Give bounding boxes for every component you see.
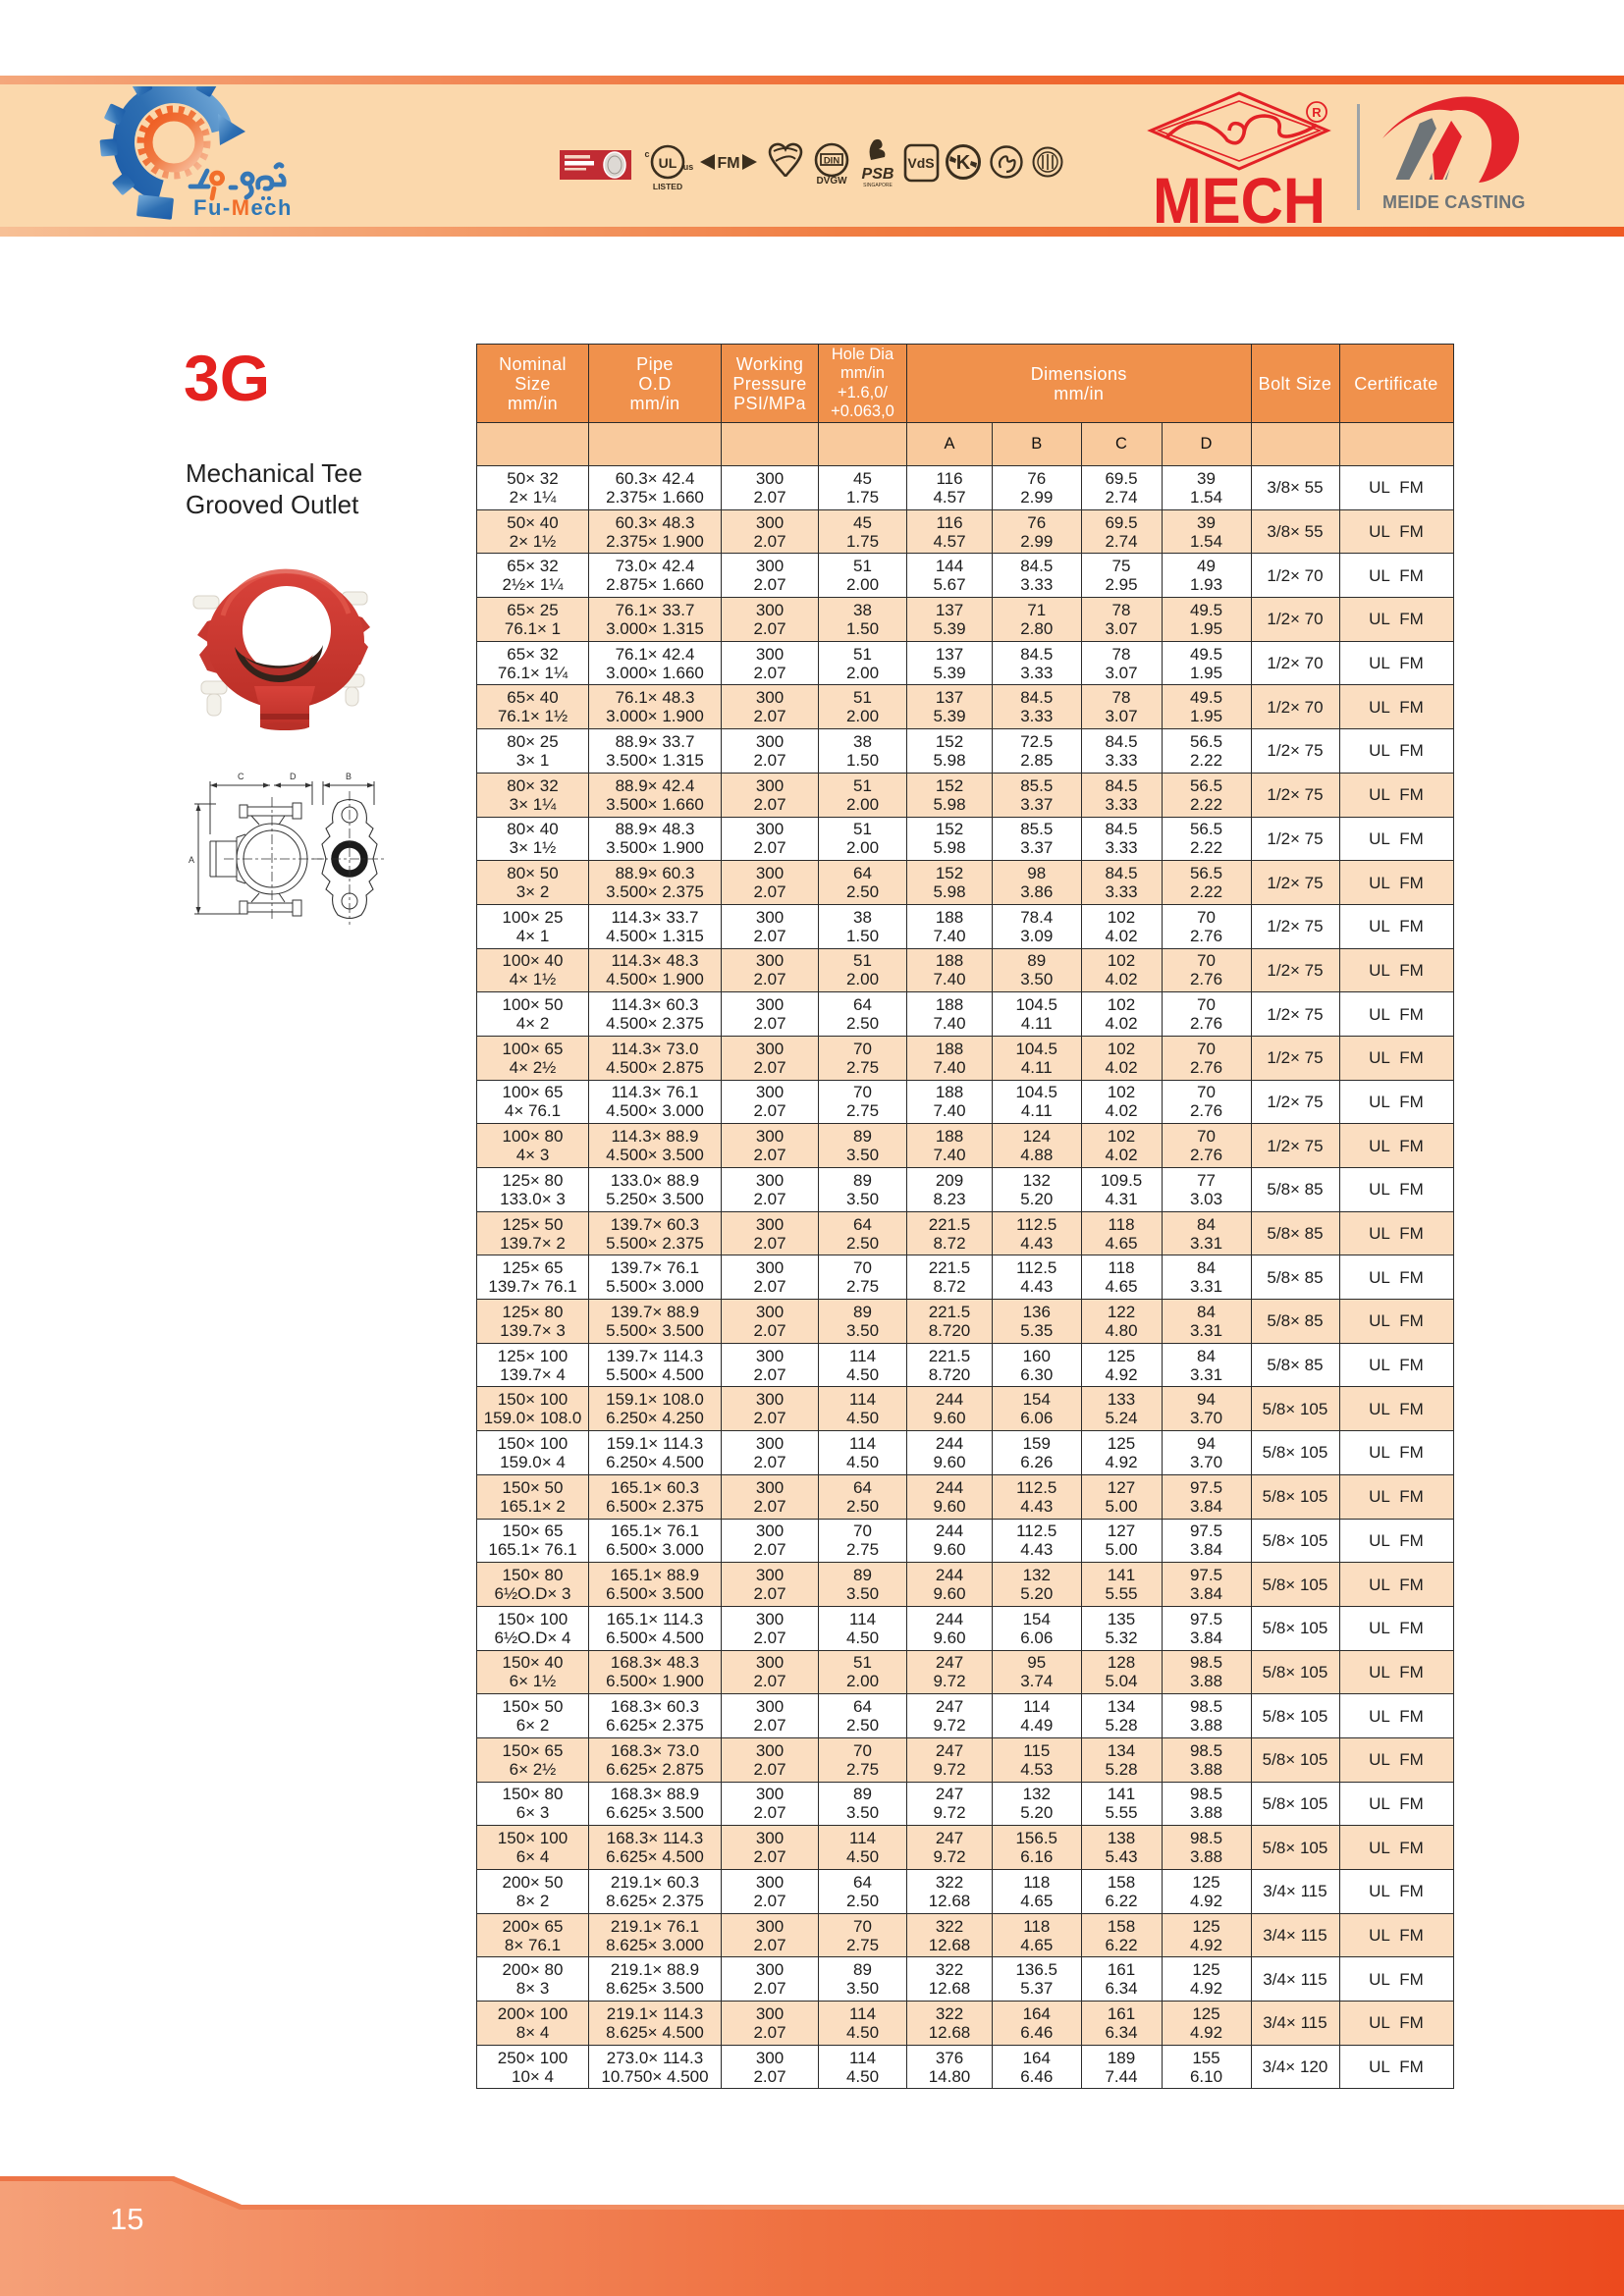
svg-text:us: us [683,162,694,172]
svg-text:MECH: MECH [1153,164,1326,234]
svg-text:FM: FM [717,155,739,172]
svg-text:c: c [644,149,649,159]
svg-text:B: B [346,772,352,781]
svg-text:DIN: DIN [824,156,840,167]
svg-text:MEIDE CASTING: MEIDE CASTING [1382,192,1526,212]
svg-text:A: A [189,855,194,865]
svg-text:DVGW: DVGW [816,176,847,187]
svg-text:LISTED: LISTED [653,182,682,191]
svg-text:Fu-Mech: Fu-Mech [193,195,293,220]
svg-text:SINGAPORE: SINGAPORE [863,183,893,188]
svg-text:D: D [290,772,297,781]
svg-text:R: R [1312,105,1322,120]
svg-text:PSB: PSB [862,166,894,183]
svg-text:C: C [238,772,244,781]
svg-text:K: K [956,152,971,174]
svg-text:UL: UL [659,155,677,171]
svg-text:VdS: VdS [907,155,934,171]
